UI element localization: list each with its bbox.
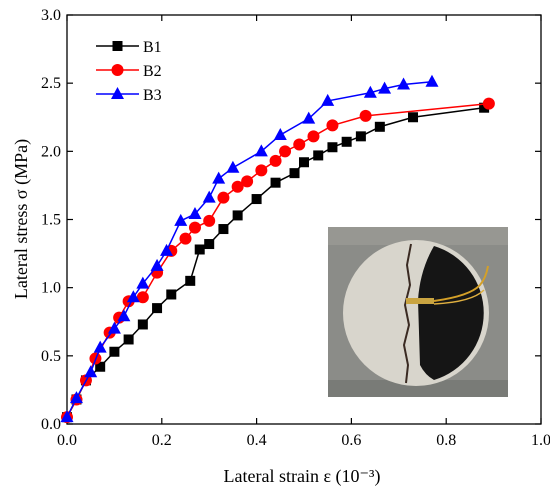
legend-marker bbox=[112, 41, 123, 51]
data-point-b2 bbox=[269, 154, 282, 167]
data-point-b1 bbox=[313, 150, 324, 161]
specimen-photo-inset bbox=[328, 227, 508, 397]
data-point-b2 bbox=[136, 291, 149, 304]
data-point-b3 bbox=[107, 321, 121, 334]
series-b1 bbox=[62, 102, 490, 423]
data-point-b1 bbox=[123, 334, 134, 345]
data-point-b2 bbox=[188, 221, 201, 234]
x-axis: 0.0 0.2 0.4 0.6 0.8 1.0 bbox=[57, 15, 550, 449]
data-point-b1 bbox=[218, 224, 229, 235]
data-point-b1 bbox=[185, 275, 196, 286]
data-point-b2 bbox=[203, 214, 216, 227]
legend-marker bbox=[111, 64, 124, 76]
data-point-b2 bbox=[241, 175, 254, 188]
data-point-b1 bbox=[152, 303, 163, 314]
data-point-b3 bbox=[202, 190, 216, 203]
data-point-b1 bbox=[299, 157, 309, 168]
x-axis-title: Lateral strain ε (10⁻³) bbox=[224, 466, 381, 487]
y-axis-title: Lateral stress σ (MPa) bbox=[11, 139, 32, 299]
legend-marker bbox=[111, 87, 124, 99]
x-tick-label: 0.2 bbox=[152, 432, 172, 449]
data-point-b1 bbox=[355, 131, 366, 142]
data-point-b2 bbox=[307, 130, 320, 143]
data-point-b3 bbox=[363, 85, 377, 98]
data-point-b3 bbox=[117, 309, 131, 322]
data-point-b3 bbox=[212, 171, 226, 184]
data-point-b3 bbox=[93, 340, 107, 353]
data-point-b3 bbox=[150, 258, 164, 271]
data-point-b3 bbox=[126, 290, 140, 303]
x-tick-label: 0.4 bbox=[247, 432, 267, 449]
data-point-b1 bbox=[374, 121, 385, 132]
x-tick-label: 0.8 bbox=[436, 432, 456, 449]
data-point-b1 bbox=[137, 319, 148, 330]
data-point-b1 bbox=[194, 244, 205, 255]
legend-label: B3 bbox=[143, 87, 162, 104]
data-point-b2 bbox=[217, 191, 230, 204]
data-point-b3 bbox=[397, 77, 411, 90]
data-point-b3 bbox=[254, 144, 268, 157]
y-tick-label: 3.0 bbox=[41, 7, 61, 24]
x-tick-label: 0.6 bbox=[341, 432, 361, 449]
data-point-b3 bbox=[84, 365, 98, 378]
data-point-b1 bbox=[270, 177, 281, 188]
data-point-b2 bbox=[179, 232, 192, 245]
data-point-b3 bbox=[273, 127, 287, 140]
data-point-b3 bbox=[302, 111, 316, 124]
data-point-b1 bbox=[95, 361, 106, 372]
data-point-b1 bbox=[251, 194, 262, 205]
y-tick-label: 2.0 bbox=[41, 143, 61, 160]
legend-label: B1 bbox=[143, 39, 162, 56]
x-tick-label: 0.0 bbox=[57, 432, 77, 449]
y-tick-label: 0.0 bbox=[41, 416, 61, 433]
data-point-b1 bbox=[479, 102, 490, 113]
legend: B1 B2 B3 bbox=[96, 39, 162, 104]
data-point-b3 bbox=[136, 276, 150, 289]
data-point-b1 bbox=[408, 112, 419, 123]
data-point-b1 bbox=[341, 136, 352, 147]
legend-item-b2: B2 bbox=[96, 63, 162, 80]
data-point-b1 bbox=[327, 142, 338, 153]
data-point-b1 bbox=[109, 346, 120, 357]
legend-label: B2 bbox=[143, 63, 162, 80]
data-point-b2 bbox=[279, 145, 292, 158]
legend-item-b3: B3 bbox=[96, 87, 162, 104]
data-point-b3 bbox=[378, 81, 392, 94]
data-point-b3 bbox=[174, 213, 188, 226]
data-point-b3 bbox=[226, 160, 240, 173]
x-tick-label: 1.0 bbox=[531, 432, 550, 449]
data-point-b3 bbox=[321, 93, 335, 106]
data-point-b2 bbox=[482, 97, 495, 110]
data-point-b2 bbox=[231, 180, 244, 193]
series-layer bbox=[60, 74, 495, 424]
data-point-b1 bbox=[289, 168, 300, 179]
data-point-b3 bbox=[160, 243, 174, 256]
data-point-b2 bbox=[326, 119, 339, 132]
data-point-b1 bbox=[166, 289, 177, 300]
y-tick-label: 1.0 bbox=[41, 280, 61, 297]
y-tick-label: 1.5 bbox=[41, 212, 61, 229]
legend-item-b1: B1 bbox=[96, 39, 162, 56]
y-tick-label: 0.5 bbox=[41, 348, 61, 365]
series-b3 bbox=[60, 74, 439, 423]
data-point-b3 bbox=[69, 391, 83, 404]
data-point-b3 bbox=[60, 410, 74, 423]
data-point-b1 bbox=[232, 210, 243, 221]
y-axis: 0.0 0.5 1.0 1.5 2.0 2.5 3.0 bbox=[41, 7, 541, 433]
data-point-b3 bbox=[188, 207, 202, 220]
data-point-b1 bbox=[204, 239, 215, 250]
data-point-b3 bbox=[425, 74, 439, 87]
data-point-b2 bbox=[255, 164, 268, 177]
y-tick-label: 2.5 bbox=[41, 75, 61, 92]
data-point-b2 bbox=[293, 138, 306, 151]
data-point-b2 bbox=[359, 109, 372, 122]
